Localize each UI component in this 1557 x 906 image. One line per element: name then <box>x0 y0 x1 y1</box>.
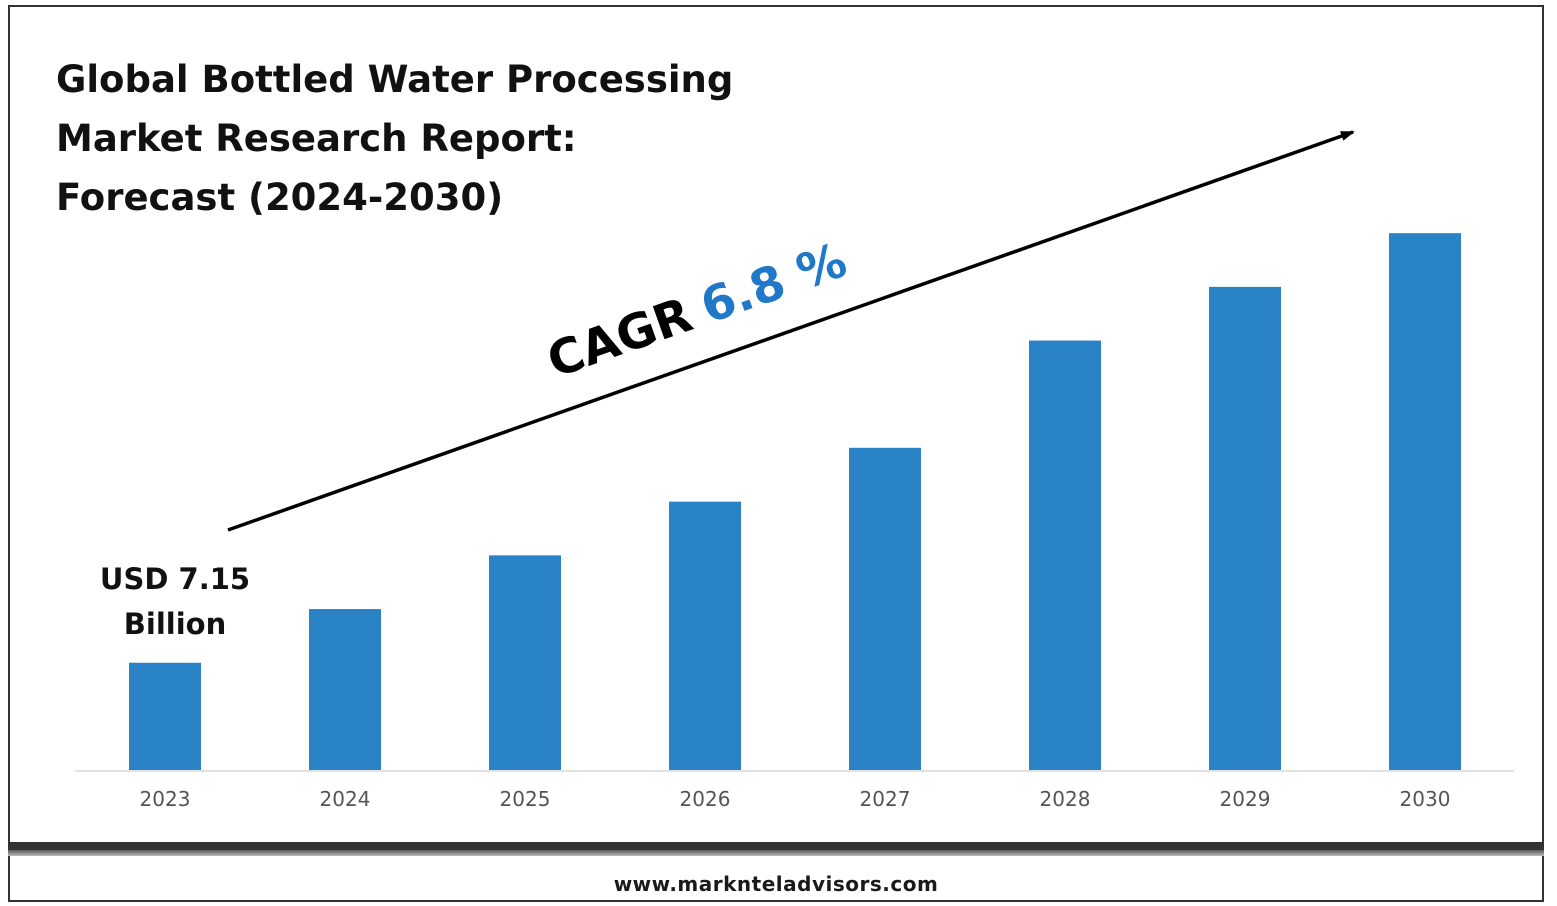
x-tick-label-2028: 2028 <box>1040 787 1091 811</box>
bar-2024 <box>309 609 381 770</box>
bar-2029 <box>1209 286 1281 770</box>
annotation-line-1: USD 7.15 <box>100 562 250 596</box>
x-tick-label-2023: 2023 <box>140 787 191 811</box>
chart-frame <box>8 5 1544 844</box>
x-tick-label-2030: 2030 <box>1400 787 1451 811</box>
cagr-label: CAGR <box>540 287 699 389</box>
bar-2025 <box>489 555 561 770</box>
x-tick-label-2027: 2027 <box>860 787 911 811</box>
title-line-2: Market Research Report: <box>56 117 577 160</box>
footer-bar: www.marknteladvisors.com <box>8 844 1544 902</box>
trend-arrow <box>227 130 1355 532</box>
bar-2023 <box>129 662 201 770</box>
annotation-line-2: Billion <box>124 607 226 641</box>
x-tick-label-2029: 2029 <box>1220 787 1271 811</box>
bar-2026 <box>669 501 741 770</box>
bar-2027 <box>849 447 921 770</box>
chart-title: Global Bottled Water Processing Market R… <box>56 50 733 227</box>
bar-2030 <box>1389 233 1461 770</box>
x-tick-label-2026: 2026 <box>680 787 731 811</box>
x-tick-label-2025: 2025 <box>500 787 551 811</box>
footer-url: www.marknteladvisors.com <box>613 872 939 896</box>
title-line-1: Global Bottled Water Processing <box>56 58 734 101</box>
cagr-value: 6.8 % <box>694 232 854 335</box>
title-line-3: Forecast (2024-2030) <box>56 176 504 219</box>
bar-2028 <box>1029 340 1101 770</box>
x-tick-label-2024: 2024 <box>320 787 371 811</box>
